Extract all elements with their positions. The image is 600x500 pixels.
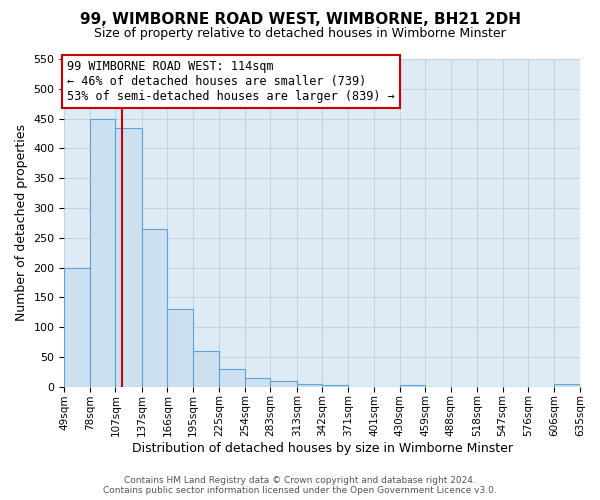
Bar [245, 378, 270, 386]
Text: Size of property relative to detached houses in Wimborne Minster: Size of property relative to detached ho… [94, 28, 506, 40]
Bar [219, 369, 245, 386]
Bar [270, 380, 296, 386]
Bar [167, 309, 193, 386]
Text: 99 WIMBORNE ROAD WEST: 114sqm
← 46% of detached houses are smaller (739)
53% of : 99 WIMBORNE ROAD WEST: 114sqm ← 46% of d… [67, 60, 395, 103]
Y-axis label: Number of detached properties: Number of detached properties [15, 124, 28, 322]
Text: Contains HM Land Registry data © Crown copyright and database right 2024.
Contai: Contains HM Land Registry data © Crown c… [103, 476, 497, 495]
Bar [115, 128, 142, 386]
Bar [296, 384, 322, 386]
Bar [193, 351, 219, 386]
Bar [142, 229, 167, 386]
Bar [64, 268, 90, 386]
X-axis label: Distribution of detached houses by size in Wimborne Minster: Distribution of detached houses by size … [132, 442, 513, 455]
Bar [90, 118, 115, 386]
Bar [554, 384, 580, 386]
Text: 99, WIMBORNE ROAD WEST, WIMBORNE, BH21 2DH: 99, WIMBORNE ROAD WEST, WIMBORNE, BH21 2… [79, 12, 521, 28]
